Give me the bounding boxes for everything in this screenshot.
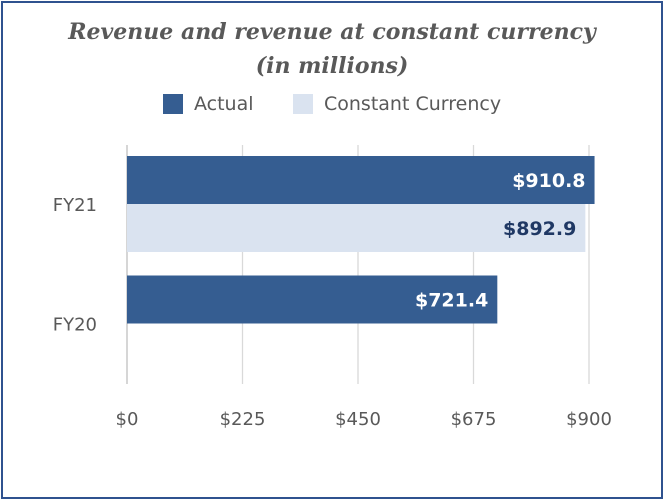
legend-label-actual: Actual bbox=[194, 93, 254, 115]
x-tick-label: $900 bbox=[566, 409, 612, 430]
legend-label-constant-currency: Constant Currency bbox=[324, 93, 502, 115]
data-label: $892.9 bbox=[503, 218, 576, 240]
legend-item-constant-currency: Constant Currency bbox=[293, 91, 501, 117]
x-tick-label: $225 bbox=[220, 409, 266, 430]
x-tick-label: $450 bbox=[335, 409, 381, 430]
bar-constant-currency-fy21 bbox=[127, 204, 586, 252]
chart-title: Revenue and revenue at constant currency bbox=[68, 19, 596, 45]
bar-actual-fy21 bbox=[127, 156, 595, 204]
chart-legend: Actual Constant Currency bbox=[0, 91, 664, 117]
category-label: FY20 bbox=[53, 314, 97, 335]
legend-swatch-constant-currency bbox=[293, 94, 313, 114]
data-label: $721.4 bbox=[415, 290, 488, 312]
chart-subtitle: (in millions) bbox=[255, 53, 409, 79]
legend-item-actual: Actual bbox=[163, 91, 254, 117]
legend-swatch-actual bbox=[163, 94, 183, 114]
category-label: FY21 bbox=[53, 195, 97, 216]
x-tick-label: $0 bbox=[116, 409, 139, 430]
x-tick-label: $675 bbox=[451, 409, 497, 430]
data-label: $910.8 bbox=[512, 170, 585, 192]
bar-actual-fy20 bbox=[127, 275, 498, 324]
